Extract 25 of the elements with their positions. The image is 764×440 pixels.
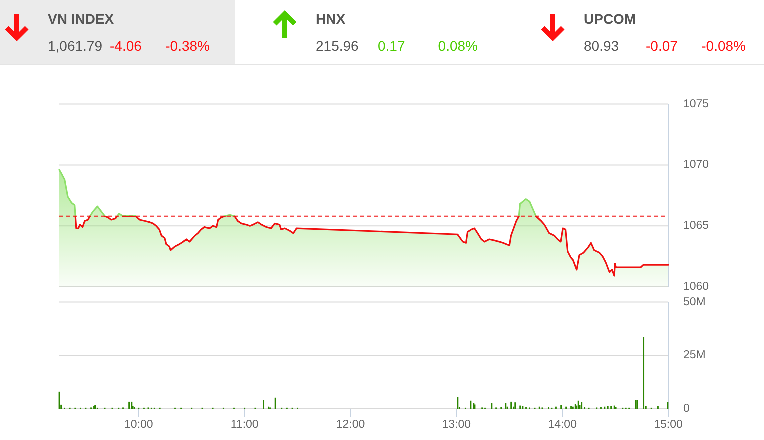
x-tick-label: 13:00 [442,419,472,431]
y-tick-label: 50M [684,296,706,308]
x-tick-label: 11:00 [230,419,259,431]
y-tick-label: 1060 [684,281,710,293]
y-tick-label: 1065 [684,220,710,232]
x-tick-label: 15:00 [654,419,683,431]
x-tick-label: 10:00 [124,419,154,431]
text: 1,061.79 [48,38,103,54]
y-tick-label: 0 [684,403,690,415]
text: -0.08% [702,38,746,54]
data-label: 0.17 [378,38,406,54]
text: 80.93 [584,38,620,54]
data-label: -4.06 [110,38,142,54]
text: 215.96 [316,38,360,54]
category-label: UPCOM [584,11,636,27]
text: 0.08% [438,38,478,54]
y-tick-label: 25M [684,350,706,362]
category-label: VN INDEX [48,11,115,27]
data-label: -0.07 [646,38,678,54]
x-tick-label: 14:00 [548,419,577,431]
y-tick-label: 1070 [684,159,710,172]
x-tick-label: 12:00 [336,419,366,431]
text: -0.38% [166,38,210,54]
y-tick-label: 1075 [684,98,710,110]
category-label: HNX [316,11,346,27]
